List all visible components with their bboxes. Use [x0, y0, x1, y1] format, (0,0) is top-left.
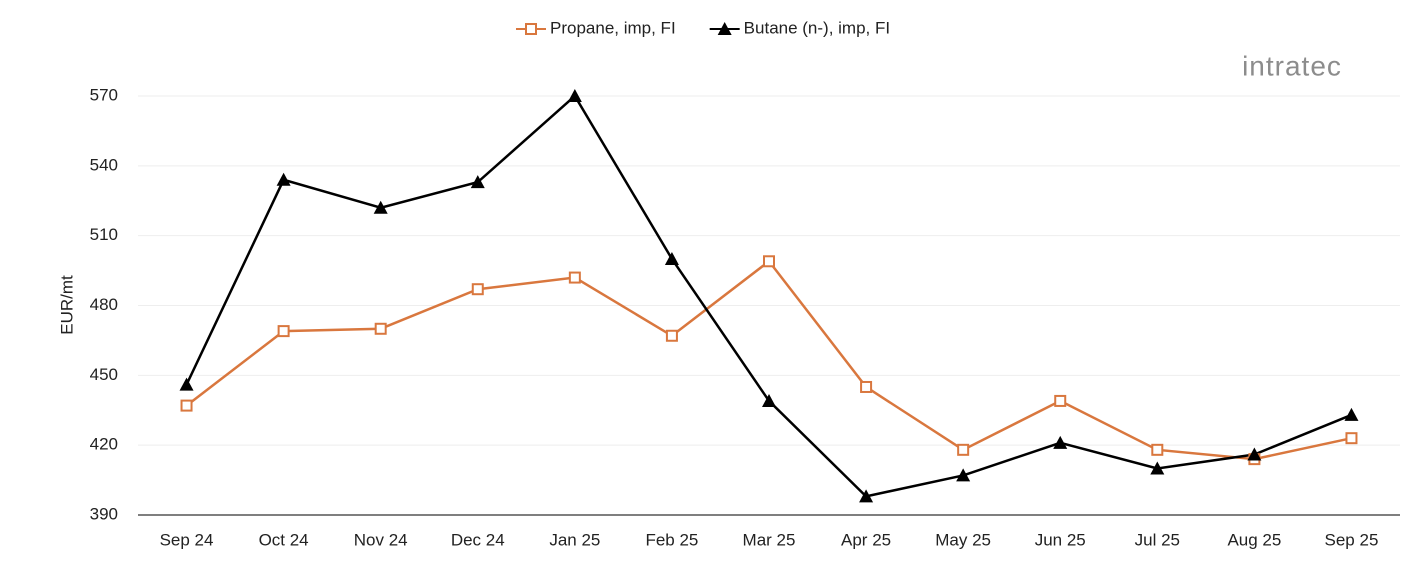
point	[1344, 407, 1359, 421]
y-tick-label: 510	[90, 225, 118, 244]
point	[665, 329, 678, 342]
y-tick-label: 540	[90, 155, 118, 174]
point	[956, 468, 971, 482]
y-axis-label: EUR/mt	[57, 275, 76, 335]
point	[1053, 435, 1068, 449]
x-tick-label: Mar 25	[743, 530, 796, 549]
point	[1345, 432, 1358, 445]
point	[180, 399, 193, 412]
point	[277, 325, 290, 338]
y-tick-label: 390	[90, 504, 118, 523]
point	[957, 443, 970, 456]
point	[373, 200, 388, 214]
x-tick-label: Feb 25	[645, 530, 698, 549]
x-tick-label: Nov 24	[354, 530, 408, 549]
legend-label: Butane (n-), imp, FI	[744, 18, 890, 37]
series-line	[185, 259, 1352, 461]
point	[471, 283, 484, 296]
legend-marker	[525, 23, 537, 35]
point	[859, 489, 874, 503]
point	[763, 255, 775, 268]
legend-marker	[717, 22, 732, 35]
x-tick-label: Dec 24	[451, 530, 505, 549]
point	[860, 380, 873, 393]
point	[1054, 394, 1067, 407]
x-tick-label: Aug 25	[1227, 530, 1281, 549]
series-line	[185, 94, 1352, 498]
x-tick-label: May 25	[935, 530, 991, 549]
point	[762, 393, 776, 407]
y-tick-label: 570	[90, 85, 118, 104]
point	[1247, 447, 1262, 461]
y-tick-label: 480	[90, 295, 118, 314]
x-tick-label: Oct 24	[259, 530, 309, 549]
x-tick-label: Sep 25	[1325, 530, 1379, 549]
point	[374, 322, 387, 335]
point	[179, 377, 194, 391]
x-tick-label: Jan 25	[549, 530, 600, 549]
x-tick-label: Jun 25	[1035, 530, 1086, 549]
point	[276, 172, 291, 186]
point	[664, 251, 679, 265]
point	[1151, 443, 1164, 456]
x-tick-label: Jul 25	[1135, 530, 1180, 549]
y-tick-label: 420	[90, 435, 118, 454]
point	[568, 271, 581, 284]
legend-label: Propane, imp, FI	[550, 18, 676, 37]
y-tick-label: 450	[90, 365, 118, 384]
point	[567, 89, 582, 102]
x-tick-label: Apr 25	[841, 530, 891, 549]
point	[1150, 461, 1165, 475]
point	[470, 175, 485, 189]
x-tick-label: Sep 24	[160, 530, 214, 549]
logo: intratec	[1242, 50, 1342, 81]
